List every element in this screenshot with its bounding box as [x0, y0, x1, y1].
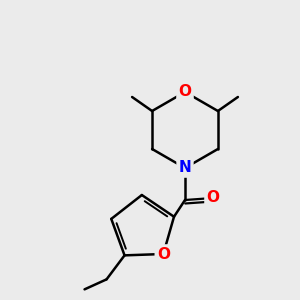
Text: N: N — [178, 160, 191, 175]
Text: O: O — [178, 85, 191, 100]
Text: O: O — [157, 247, 170, 262]
Text: O: O — [206, 190, 220, 206]
